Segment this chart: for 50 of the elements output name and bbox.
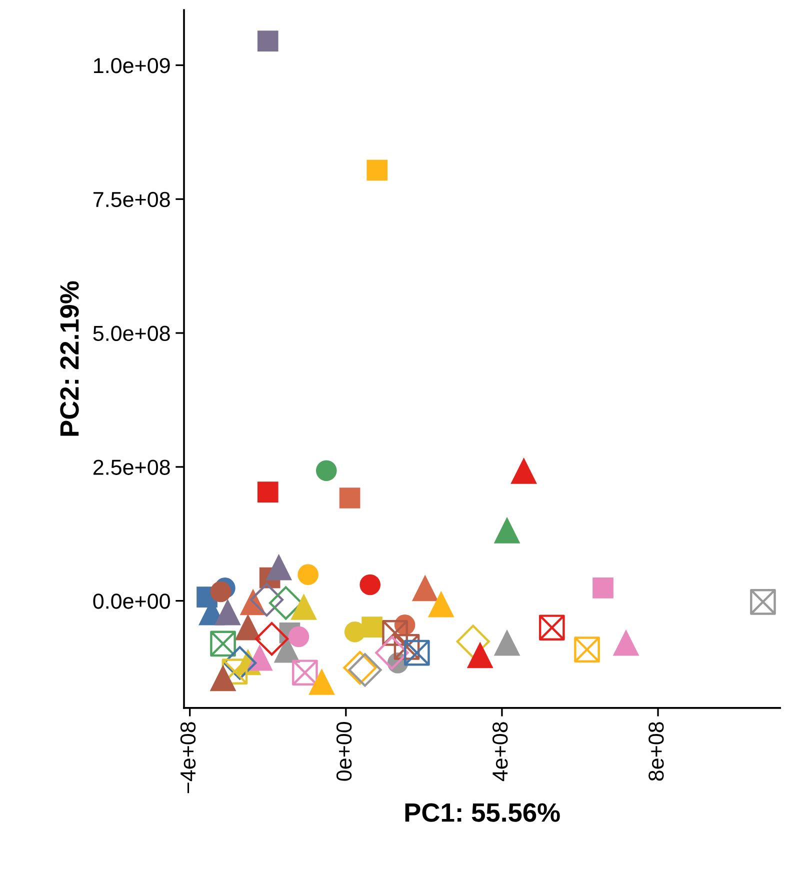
point (456, 624, 490, 658)
point (494, 629, 520, 656)
point (234, 614, 262, 640)
point (298, 564, 318, 586)
point (257, 30, 278, 52)
point (210, 664, 236, 692)
point (343, 650, 377, 685)
point (412, 574, 438, 602)
x-axis-title: PC1: 55.56% (405, 803, 560, 822)
point (750, 588, 776, 615)
point (428, 590, 454, 618)
point (292, 660, 318, 686)
point (612, 629, 640, 656)
point (344, 621, 366, 642)
point (348, 653, 382, 687)
point (510, 457, 537, 484)
point (592, 578, 614, 598)
x-tick-label: −4e+08 (180, 722, 196, 794)
y-tick-label: 5.0e+08 (93, 326, 170, 342)
point (339, 488, 360, 508)
point (538, 614, 565, 641)
point (308, 668, 335, 695)
point (214, 598, 241, 626)
point (494, 516, 520, 544)
point (574, 636, 600, 662)
point (254, 622, 289, 656)
point (210, 630, 236, 657)
y-tick-label: 2.5e+08 (93, 460, 170, 475)
point (394, 634, 420, 660)
y-tick-label: 7.5e+08 (93, 192, 170, 208)
point (222, 646, 257, 680)
point (257, 482, 278, 503)
y-axis-title: PC2: 22.19% (60, 281, 79, 436)
x-tick-label: 4e+08 (492, 722, 508, 782)
point (360, 574, 381, 596)
y-tick-label: 0.0e+00 (93, 594, 170, 609)
y-tick-label: 1.0e+09 (94, 58, 170, 74)
point (375, 636, 409, 670)
point (210, 581, 232, 602)
x-tick-label: 0e+00 (336, 722, 352, 781)
point (316, 460, 337, 482)
point (382, 620, 408, 646)
point (466, 642, 494, 668)
point (366, 160, 388, 181)
point (266, 554, 292, 580)
point (288, 626, 310, 648)
x-tick-label: 8e+08 (648, 722, 664, 781)
point (290, 594, 317, 620)
point (404, 640, 430, 666)
point (250, 582, 284, 617)
